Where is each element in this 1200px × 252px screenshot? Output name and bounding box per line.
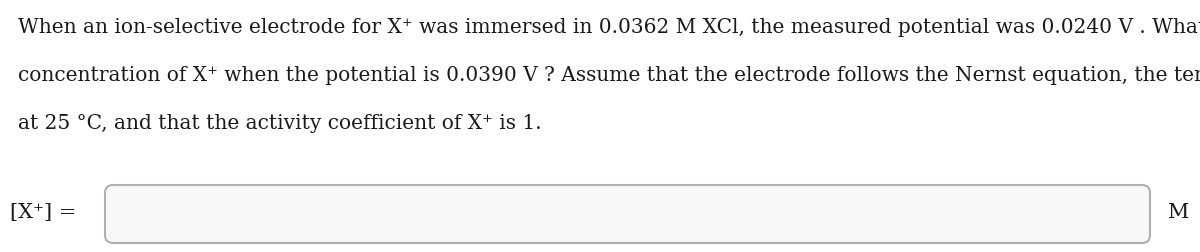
Text: M: M xyxy=(1168,203,1189,222)
Text: concentration of X⁺ when the potential is 0.0390 V ? Assume that the electrode f: concentration of X⁺ when the potential i… xyxy=(18,66,1200,85)
FancyBboxPatch shape xyxy=(106,185,1150,243)
Text: When an ion-selective electrode for X⁺ was immersed in 0.0362 M XCl, the measure: When an ion-selective electrode for X⁺ w… xyxy=(18,18,1200,37)
Text: [X⁺] =: [X⁺] = xyxy=(10,203,77,222)
Text: at 25 °C, and that the activity coefficient of X⁺ is 1.: at 25 °C, and that the activity coeffici… xyxy=(18,114,541,133)
